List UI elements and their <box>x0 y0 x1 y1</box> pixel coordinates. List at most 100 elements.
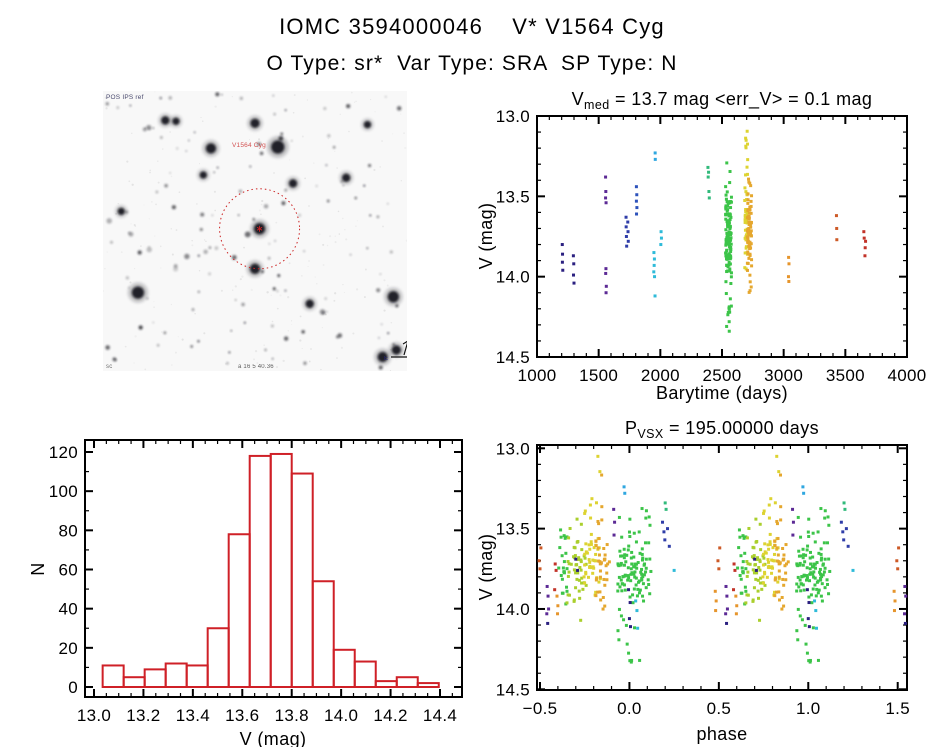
star <box>197 340 200 343</box>
scatter-point <box>604 267 608 271</box>
noise-speckle <box>224 362 227 365</box>
noise-speckle <box>178 191 181 194</box>
y-tick-label: 14.0 <box>496 268 530 287</box>
noise-speckle <box>239 278 242 281</box>
scatter-point <box>782 553 786 557</box>
noise-speckle <box>106 251 109 253</box>
star <box>187 139 190 142</box>
noise-speckle <box>386 284 389 287</box>
scatter-point <box>729 250 733 254</box>
scatter-point <box>748 252 752 256</box>
scatter-point <box>798 563 802 567</box>
scatter-point <box>745 198 749 202</box>
x-axis-label: V (mag) <box>240 729 307 747</box>
scatter-point <box>750 258 754 262</box>
scatter-point <box>819 547 823 551</box>
scatter-point <box>776 536 780 540</box>
noise-speckle <box>134 225 137 227</box>
scatter-point <box>637 530 641 534</box>
star <box>146 246 152 253</box>
scatter-point <box>647 515 651 519</box>
scatter-point <box>565 601 569 605</box>
scatter-point <box>737 546 741 550</box>
scatter-point <box>787 255 791 259</box>
scatter-point <box>747 230 751 234</box>
star <box>263 204 269 209</box>
scatter-point <box>808 550 812 554</box>
scatter-point <box>579 522 583 526</box>
scatter-point <box>547 607 551 611</box>
scatter-point <box>795 629 799 633</box>
scatter-point <box>740 566 744 570</box>
scatter-point <box>662 530 666 534</box>
scatter-point <box>725 190 729 194</box>
scatter-point <box>780 607 784 611</box>
scatter-point <box>745 129 749 133</box>
scatter-point <box>795 582 799 586</box>
scatter-point <box>807 595 811 599</box>
scatter-point <box>796 638 800 642</box>
scatter-point <box>808 658 812 662</box>
noise-speckle <box>143 204 145 206</box>
scatter-point <box>726 237 730 241</box>
star <box>163 331 167 335</box>
scatter-point <box>644 516 648 520</box>
star <box>190 345 193 348</box>
star <box>221 93 223 96</box>
scatter-point <box>626 574 630 578</box>
scatter-point <box>640 507 644 511</box>
noise-speckle <box>254 350 258 353</box>
star <box>249 165 252 168</box>
star <box>325 310 328 313</box>
scatter-point <box>573 554 577 558</box>
scatter-point <box>572 273 576 277</box>
scatter-point <box>744 233 748 237</box>
scatter-point <box>562 560 566 564</box>
scatter-point <box>758 581 762 585</box>
scatter-point <box>744 567 748 571</box>
scatter-point <box>724 243 728 247</box>
scatter-point <box>747 227 751 231</box>
scatter-point <box>728 257 732 261</box>
scatter-point <box>572 545 576 549</box>
scatter-point <box>903 584 907 588</box>
star <box>264 348 267 352</box>
noise-speckle <box>149 169 151 172</box>
scatter-point <box>817 551 821 555</box>
scatter-point <box>706 175 710 179</box>
x-tick-label: 3500 <box>826 366 865 385</box>
scatter-point <box>589 532 593 536</box>
scatter-point <box>747 177 751 181</box>
scatter-point <box>561 566 565 570</box>
scatter-point <box>812 565 816 569</box>
histogram-bar <box>185 664 209 688</box>
scatter-point <box>618 549 622 553</box>
scatter-point <box>729 215 733 219</box>
scatter-point <box>747 256 751 260</box>
noise-speckle <box>260 213 262 216</box>
scatter-point <box>818 570 822 574</box>
scatter-point <box>564 551 568 555</box>
scatter-point <box>772 552 776 556</box>
noise-speckle <box>144 368 147 371</box>
scatter-point <box>617 575 621 579</box>
scatter-point <box>607 560 611 564</box>
x-tick-label: 1000 <box>517 366 556 385</box>
scatter-point <box>729 238 733 242</box>
scatter-point <box>707 196 711 200</box>
noise-speckle <box>129 281 132 284</box>
star <box>146 297 149 300</box>
scatter-point <box>773 594 777 598</box>
scatter-point <box>724 251 728 255</box>
star <box>105 102 109 106</box>
scatter-point <box>648 592 652 596</box>
scatter-point <box>644 566 648 570</box>
noise-speckle <box>161 331 163 333</box>
bright-star <box>289 179 297 188</box>
scatter-point <box>574 586 578 590</box>
star <box>199 228 203 232</box>
scatter-point <box>588 547 592 551</box>
star <box>325 164 328 167</box>
scatter-point <box>597 580 601 584</box>
scatter-point <box>801 556 805 560</box>
